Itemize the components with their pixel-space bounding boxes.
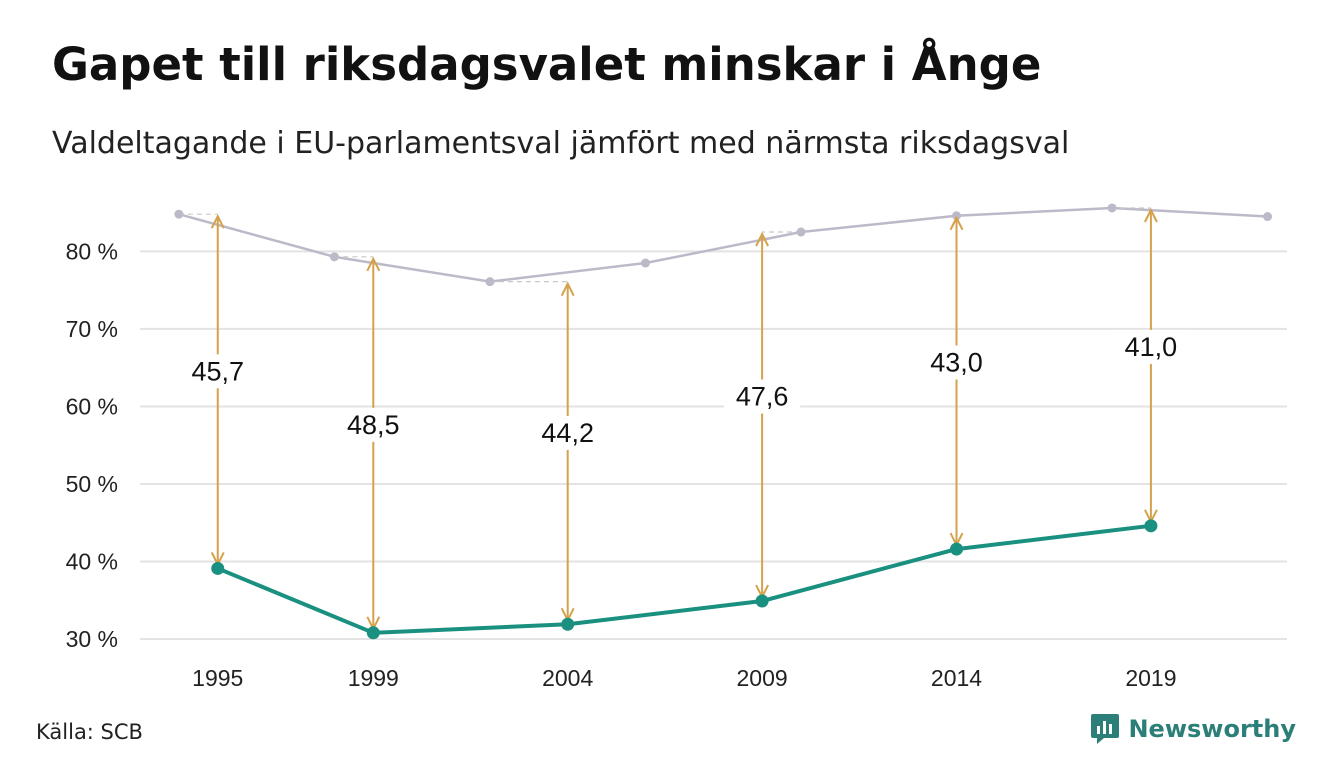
gap-arrow-head-top <box>1144 207 1158 223</box>
riksdag-point <box>640 258 650 268</box>
riksdag-point <box>1107 203 1117 213</box>
x-tick-label: 1995 <box>192 665 243 691</box>
newsworthy-icon <box>1091 714 1120 744</box>
eu-point <box>211 561 225 575</box>
riksdag-point <box>485 277 495 287</box>
y-tick-label: 30 % <box>66 626 118 652</box>
x-tick-label: 2014 <box>931 665 982 691</box>
gap-arrow-head-top <box>949 215 964 231</box>
gap-arrow-head-top <box>560 281 575 297</box>
gap-label-bg <box>179 354 256 389</box>
brand-name: Newsworthy <box>1128 715 1296 743</box>
riksdag-line <box>178 206 1268 283</box>
gap-label-bg <box>1112 329 1189 364</box>
y-tick-label: 50 % <box>66 471 118 497</box>
x-tick-label: 2019 <box>1125 665 1176 691</box>
y-tick-label: 80 % <box>66 238 118 264</box>
gap-label: 45,7 <box>191 356 244 386</box>
x-tick-label: 2009 <box>737 665 788 691</box>
eu-point <box>755 594 769 608</box>
x-tick-label: 2004 <box>542 665 593 691</box>
gap-arrow-head-top <box>366 256 381 272</box>
riksdag-point <box>796 227 806 237</box>
y-tick-label: 60 % <box>66 393 118 419</box>
gap-label-bg <box>335 407 412 442</box>
brand-logo[interactable]: Newsworthy <box>1090 712 1296 746</box>
riksdag-point <box>329 252 339 262</box>
eu-line <box>216 523 1152 635</box>
gap-label-bg <box>918 345 995 380</box>
chart-title: Gapet till riksdagsvalet minskar i Ånge <box>52 38 1042 91</box>
eu-point <box>366 626 380 640</box>
gap-label: 43,0 <box>930 347 983 377</box>
gap-label-bg <box>724 379 801 414</box>
riksdag-point <box>1263 212 1273 222</box>
x-tick-label: 1999 <box>348 665 399 691</box>
gap-label: 41,0 <box>1125 332 1178 362</box>
gap-arrow-head-top <box>210 213 225 229</box>
gap-label: 44,2 <box>541 418 594 448</box>
gap-label: 47,6 <box>736 382 789 412</box>
eu-point <box>950 542 964 556</box>
eu-point <box>1144 519 1158 533</box>
source-note: Källa: SCB <box>36 720 143 744</box>
y-tick-label: 70 % <box>66 316 118 342</box>
gap-label-bg <box>529 415 606 450</box>
chart-subtitle: Valdeltagande i EU-parlamentsval jämfört… <box>52 126 1070 161</box>
eu-point <box>561 617 575 631</box>
gap-label: 48,5 <box>347 410 400 440</box>
riksdag-point <box>174 209 184 219</box>
gap-arrow-head-top <box>755 231 769 247</box>
y-tick-label: 40 % <box>66 548 118 574</box>
